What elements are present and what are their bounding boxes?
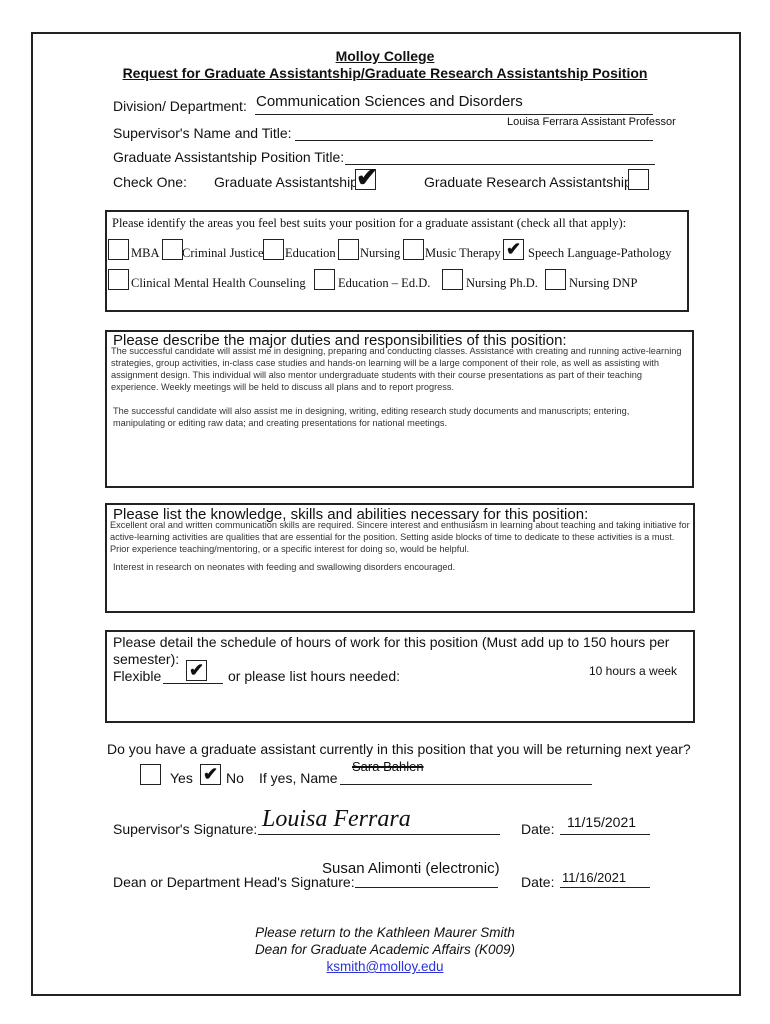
duties-heading: Please describe the major duties and res… — [113, 332, 567, 349]
supervisor-label: Supervisor's Name and Title: — [113, 125, 292, 141]
name-field[interactable]: Sara Bahlen — [352, 759, 424, 774]
skills-heading: Please list the knowledge, skills and ab… — [113, 506, 589, 523]
duties-text-2[interactable]: The successful candidate will also assis… — [113, 406, 630, 428]
area-checkbox-mba[interactable] — [108, 239, 129, 260]
flexible-label: Flexible — [113, 668, 162, 684]
flexible-checkbox[interactable]: ✔ — [186, 660, 207, 681]
areas-prompt: Please identify the areas you feel best … — [112, 216, 627, 230]
dean-date-field[interactable]: 11/16/2021 — [562, 870, 627, 885]
duties-section — [105, 330, 694, 488]
yes-checkbox[interactable] — [140, 764, 161, 785]
area-label: Criminal Justice — [182, 246, 264, 260]
gra-label: Graduate Research Assistantship — [424, 174, 632, 190]
footer-line-1: Please return to the Kathleen Maurer Smi… — [255, 925, 515, 940]
footer-line-2: Dean for Graduate Academic Affairs (K009… — [254, 942, 516, 957]
check-one-label: Check One: — [113, 174, 187, 190]
position-title-label: Graduate Assistantship Position Title: — [113, 149, 345, 165]
area-label: Clinical Mental Health Counseling — [131, 276, 306, 290]
skills-text[interactable]: Excellent oral and written communication… — [110, 520, 690, 554]
schedule-section — [105, 630, 695, 723]
area-label: Education — [285, 246, 336, 260]
yes-label: Yes — [170, 770, 193, 786]
supervisor-signature[interactable]: Louisa Ferrara — [262, 806, 411, 832]
supervisor-signature-label: Supervisor's Signature: — [113, 821, 258, 837]
area-label: Music Therapy — [425, 246, 501, 260]
area-checkbox-music-therapy[interactable] — [403, 239, 424, 260]
area-checkbox-nursing-phd[interactable] — [442, 269, 463, 290]
area-checkbox-nursing[interactable] — [338, 239, 359, 260]
email-link[interactable]: ksmith@molloy.edu — [326, 959, 444, 974]
area-label: Nursing DNP — [569, 276, 638, 290]
no-checkbox[interactable]: ✔ — [200, 764, 221, 785]
area-label: Nursing — [360, 246, 401, 260]
areas-section — [105, 210, 689, 312]
gra-checkbox[interactable] — [628, 169, 649, 190]
name-label: If yes, Name — [259, 770, 338, 786]
form-border — [31, 32, 741, 996]
date-label: Date: — [521, 821, 555, 837]
division-field[interactable]: Communication Sciences and Disorders — [256, 93, 523, 110]
supervisor-date-field[interactable]: 11/15/2021 — [567, 814, 637, 830]
area-label: Nursing Ph.D. — [466, 276, 538, 290]
ga-label: Graduate Assistantship — [214, 174, 358, 190]
hours-label: or please list hours needed: — [228, 668, 400, 684]
hours-field[interactable]: 10 hours a week — [589, 664, 678, 678]
college-name: Molloy College — [335, 48, 435, 64]
area-checkbox-criminal-justice[interactable] — [162, 239, 183, 260]
skills-text-2[interactable]: Interest in research on neonates with fe… — [113, 562, 456, 572]
area-label: Speech Language-Pathology — [528, 246, 672, 260]
area-checkbox-speech-language-pathology[interactable]: ✔ — [503, 239, 524, 260]
area-checkbox-education[interactable] — [263, 239, 284, 260]
area-label: MBA — [131, 246, 160, 260]
area-checkbox-nursing-dnp[interactable] — [545, 269, 566, 290]
supervisor-field[interactable]: Louisa Ferrara Assistant Professor — [507, 116, 676, 128]
form-title: Request for Graduate Assistantship/Gradu… — [122, 65, 648, 81]
no-label: No — [226, 770, 244, 786]
area-label: Education – Ed.D. — [338, 276, 431, 290]
skills-section — [105, 503, 695, 613]
returning-question: Do you have a graduate assistant current… — [107, 741, 691, 757]
duties-text[interactable]: The successful candidate will assist me … — [111, 346, 682, 392]
area-checkbox-clinical-mental-health[interactable] — [108, 269, 129, 290]
dean-date-label: Date: — [521, 874, 555, 890]
schedule-heading: Please detail the schedule of hours of w… — [113, 634, 670, 667]
division-label: Division/ Department: — [113, 98, 247, 114]
area-checkbox-education-edd[interactable] — [314, 269, 335, 290]
dean-signature-field[interactable]: Susan Alimonti (electronic) — [322, 860, 500, 877]
ga-checkbox[interactable]: ✔ — [355, 162, 378, 192]
dean-signature-label: Dean or Department Head's Signature: — [113, 874, 355, 890]
